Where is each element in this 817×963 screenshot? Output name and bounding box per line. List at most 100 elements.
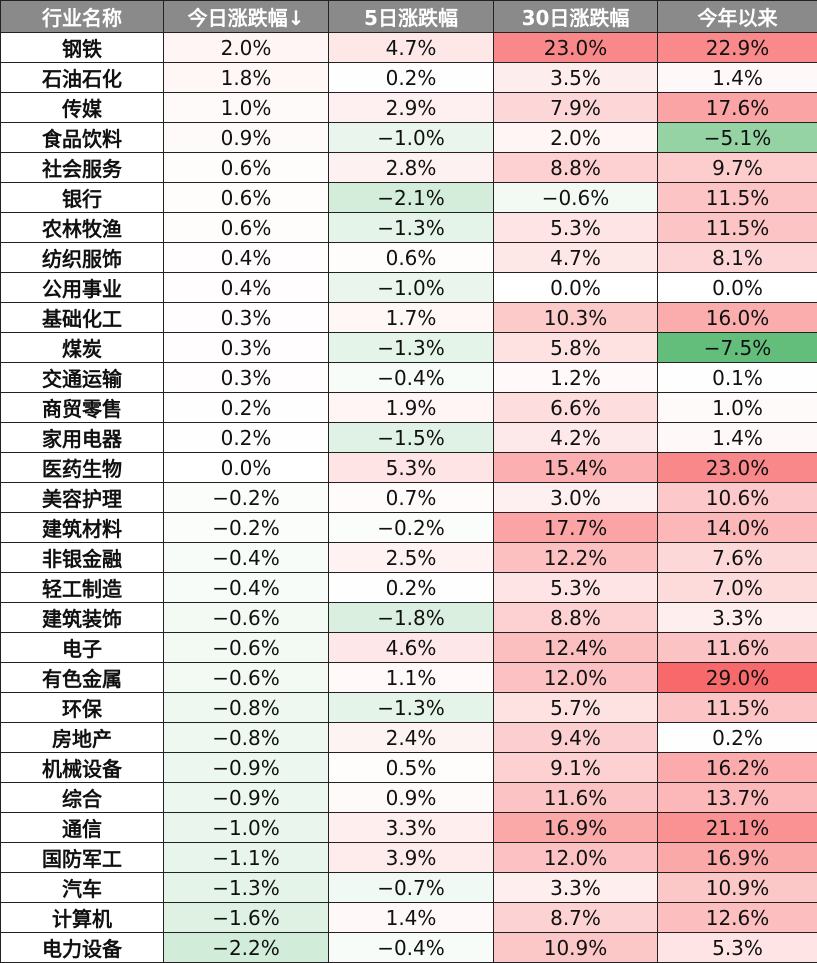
- change-cell: −0.9%: [164, 753, 329, 783]
- industry-name: 电力设备: [1, 933, 164, 963]
- change-cell: 1.8%: [164, 63, 329, 93]
- change-cell: 8.8%: [494, 603, 658, 633]
- change-cell: −1.6%: [164, 903, 329, 933]
- industry-name: 食品饮料: [1, 123, 164, 153]
- change-cell: 0.7%: [329, 483, 494, 513]
- change-cell: 0.9%: [329, 783, 494, 813]
- change-cell: −0.4%: [329, 363, 494, 393]
- industry-name: 建筑材料: [1, 513, 164, 543]
- change-cell: 10.9%: [658, 873, 817, 903]
- table-row: 环保−0.8%−1.3%5.7%11.5%: [1, 693, 817, 723]
- change-cell: 1.4%: [658, 423, 817, 453]
- industry-name: 房地产: [1, 723, 164, 753]
- change-cell: 11.5%: [658, 213, 817, 243]
- industry-name: 基础化工: [1, 303, 164, 333]
- change-cell: 23.0%: [658, 453, 817, 483]
- change-cell: −2.1%: [329, 183, 494, 213]
- change-cell: 1.0%: [658, 393, 817, 423]
- industry-name: 银行: [1, 183, 164, 213]
- table-row: 美容护理−0.2%0.7%3.0%10.6%: [1, 483, 817, 513]
- change-cell: 21.1%: [658, 813, 817, 843]
- change-cell: 9.7%: [658, 153, 817, 183]
- change-cell: 5.3%: [494, 573, 658, 603]
- change-cell: 0.0%: [658, 273, 817, 303]
- change-cell: 0.6%: [164, 153, 329, 183]
- industry-name: 医药生物: [1, 453, 164, 483]
- change-cell: 11.6%: [494, 783, 658, 813]
- table-row: 有色金属−0.6%1.1%12.0%29.0%: [1, 663, 817, 693]
- change-cell: 1.2%: [494, 363, 658, 393]
- industry-name: 国防军工: [1, 843, 164, 873]
- table-row: 汽车−1.3%−0.7%3.3%10.9%: [1, 873, 817, 903]
- change-cell: 1.4%: [329, 903, 494, 933]
- change-cell: −0.9%: [164, 783, 329, 813]
- change-cell: 12.6%: [658, 903, 817, 933]
- change-cell: −0.7%: [329, 873, 494, 903]
- header-cell: 30日涨跌幅: [494, 1, 658, 33]
- industry-name: 钢铁: [1, 33, 164, 63]
- change-cell: 1.1%: [329, 663, 494, 693]
- change-cell: −0.2%: [329, 513, 494, 543]
- change-cell: 11.6%: [658, 633, 817, 663]
- change-cell: 3.9%: [329, 843, 494, 873]
- change-cell: −0.6%: [164, 663, 329, 693]
- industry-name: 非银金融: [1, 543, 164, 573]
- change-cell: 17.7%: [494, 513, 658, 543]
- change-cell: 14.0%: [658, 513, 817, 543]
- change-cell: −1.3%: [329, 333, 494, 363]
- change-cell: 2.9%: [329, 93, 494, 123]
- industry-name: 计算机: [1, 903, 164, 933]
- change-cell: 5.8%: [494, 333, 658, 363]
- change-cell: 5.3%: [329, 453, 494, 483]
- change-cell: 1.0%: [164, 93, 329, 123]
- change-cell: −0.6%: [164, 603, 329, 633]
- change-cell: 8.1%: [658, 243, 817, 273]
- industry-name: 纺织服饰: [1, 243, 164, 273]
- header-cell: 5日涨跌幅: [329, 1, 494, 33]
- header-cell: 行业名称: [1, 1, 164, 33]
- industry-name: 有色金属: [1, 663, 164, 693]
- industry-name: 汽车: [1, 873, 164, 903]
- industry-name: 机械设备: [1, 753, 164, 783]
- change-cell: 2.0%: [164, 33, 329, 63]
- change-cell: 0.3%: [164, 333, 329, 363]
- table-row: 国防军工−1.1%3.9%12.0%16.9%: [1, 843, 817, 873]
- table-row: 轻工制造−0.4%0.2%5.3%7.0%: [1, 573, 817, 603]
- change-cell: 8.8%: [494, 153, 658, 183]
- change-cell: −0.6%: [494, 183, 658, 213]
- change-cell: −0.6%: [164, 633, 329, 663]
- change-cell: 15.4%: [494, 453, 658, 483]
- change-cell: 0.6%: [329, 243, 494, 273]
- change-cell: 10.6%: [658, 483, 817, 513]
- change-cell: 2.4%: [329, 723, 494, 753]
- change-cell: 4.7%: [329, 33, 494, 63]
- change-cell: 16.0%: [658, 303, 817, 333]
- change-cell: 0.0%: [164, 453, 329, 483]
- industry-name: 商贸零售: [1, 393, 164, 423]
- change-cell: −1.3%: [329, 213, 494, 243]
- change-cell: 4.2%: [494, 423, 658, 453]
- change-cell: 3.3%: [329, 813, 494, 843]
- change-cell: 12.0%: [494, 663, 658, 693]
- change-cell: 0.5%: [329, 753, 494, 783]
- change-cell: 3.3%: [658, 603, 817, 633]
- change-cell: 7.6%: [658, 543, 817, 573]
- industry-name: 交通运输: [1, 363, 164, 393]
- industry-name: 美容护理: [1, 483, 164, 513]
- industry-name: 电子: [1, 633, 164, 663]
- header-cell: 今年以来: [658, 1, 817, 33]
- table-row: 建筑装饰−0.6%−1.8%8.8%3.3%: [1, 603, 817, 633]
- change-cell: 17.6%: [658, 93, 817, 123]
- change-cell: 5.7%: [494, 693, 658, 723]
- change-cell: 0.2%: [164, 423, 329, 453]
